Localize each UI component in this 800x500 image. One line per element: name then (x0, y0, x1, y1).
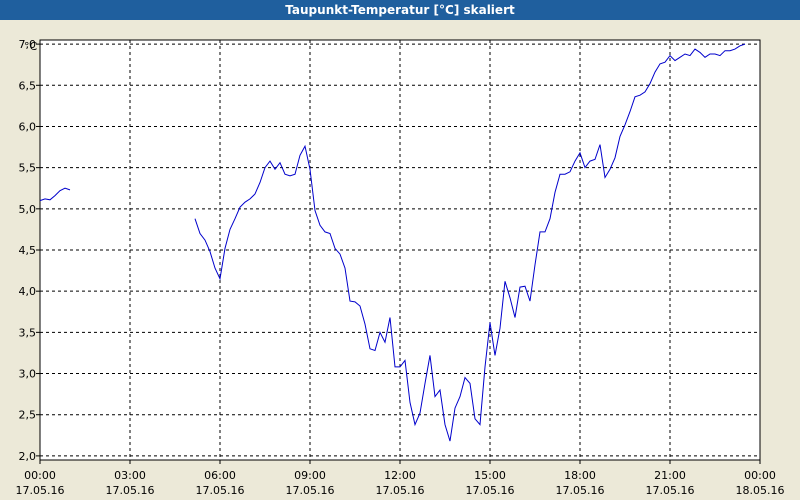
y-tick-label: 2,0 (19, 450, 37, 463)
dew-point-chart: 7,0 6,5 6,0 5,5 5,0 4,5 4,0 3,5 3,0 2,5 2,0 °C 00:0… (16, 38, 785, 497)
x-tick-time-label: 00:00 (24, 469, 56, 482)
x-tick-time-label: 12:00 (384, 469, 416, 482)
x-axis: 00:00 17.05.16 03:00 17.05.16 06:00 17.05.16 0… (16, 460, 785, 497)
window-title: Taupunkt-Temperatur [°C] skaliert (0, 0, 800, 20)
grid (40, 40, 760, 460)
x-tick-time-label: 18:00 (564, 469, 596, 482)
data-line-segment (39, 187, 71, 202)
x-tick-date-label: 18.05.16 (736, 484, 785, 497)
y-tick-label: 3,5 (19, 326, 37, 339)
y-tick-label: 3,0 (19, 368, 37, 381)
y-tick-label: 6,5 (19, 79, 37, 92)
x-tick-date-label: 17.05.16 (106, 484, 155, 497)
x-tick-date-label: 17.05.16 (466, 484, 515, 497)
y-tick-label: 4,5 (19, 244, 37, 257)
x-tick-time-label: 21:00 (654, 469, 686, 482)
x-tick-time-label: 09:00 (294, 469, 326, 482)
x-tick-date-label: 17.05.16 (376, 484, 425, 497)
y-unit-label: °C (24, 40, 38, 53)
y-tick-label: 5,0 (19, 203, 37, 216)
x-tick-date-label: 17.05.16 (16, 484, 65, 497)
y-tick-label: 4,0 (19, 285, 37, 298)
x-tick-time-label: 03:00 (114, 469, 146, 482)
y-tick-label: 5,5 (19, 162, 37, 175)
x-tick-date-label: 17.05.16 (286, 484, 335, 497)
x-tick-date-label: 17.05.16 (646, 484, 695, 497)
x-tick-time-label: 00:00 (744, 469, 776, 482)
series-line (39, 43, 746, 442)
x-tick-date-label: 17.05.16 (556, 484, 605, 497)
y-tick-label: 2,5 (19, 409, 37, 422)
y-tick-label: 7,0 (19, 38, 37, 51)
y-axis: 7,0 6,5 6,0 5,5 5,0 4,5 4,0 3,5 3,0 2,5 2,0 °C (19, 38, 40, 463)
data-line-segment (194, 43, 746, 442)
x-tick-time-label: 06:00 (204, 469, 236, 482)
y-tick-label: 6,0 (19, 120, 37, 133)
x-tick-date-label: 17.05.16 (196, 484, 245, 497)
x-tick-time-label: 15:00 (474, 469, 506, 482)
